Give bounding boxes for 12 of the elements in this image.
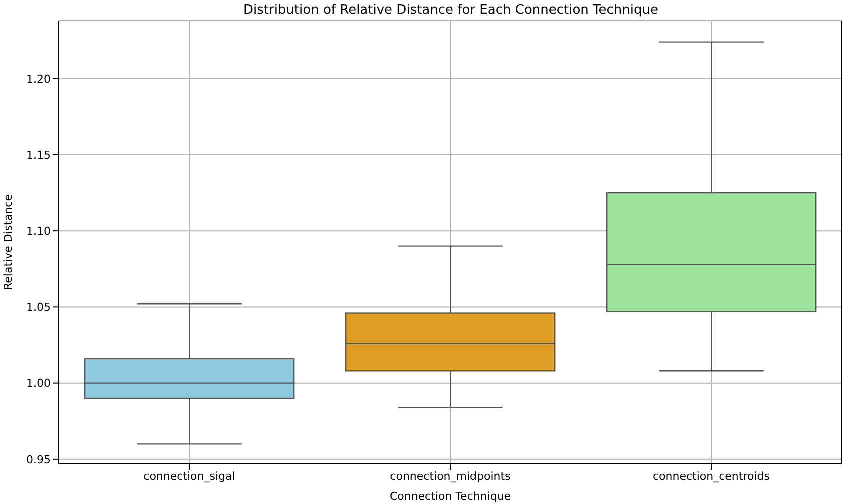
chart-title: Distribution of Relative Distance for Each Connection Technique [242, 3, 660, 18]
y-tick-label: 0.95 [26, 453, 51, 466]
y-tick-label: 1.15 [26, 148, 51, 162]
y-tick-label: 1.20 [26, 72, 51, 86]
y-tick-label: 1.00 [26, 377, 51, 390]
x-axis-title: Connection Technique [390, 490, 512, 503]
x-tick-label: connection_sigal [144, 470, 236, 483]
y-axis-title: Relative Distance [2, 194, 15, 290]
x-tick-label: connection_midpoints [390, 470, 512, 483]
x-tick-label: connection_centroids [653, 470, 770, 483]
y-tick-label: 1.10 [26, 224, 51, 238]
y-tick-label: 1.05 [26, 301, 51, 314]
